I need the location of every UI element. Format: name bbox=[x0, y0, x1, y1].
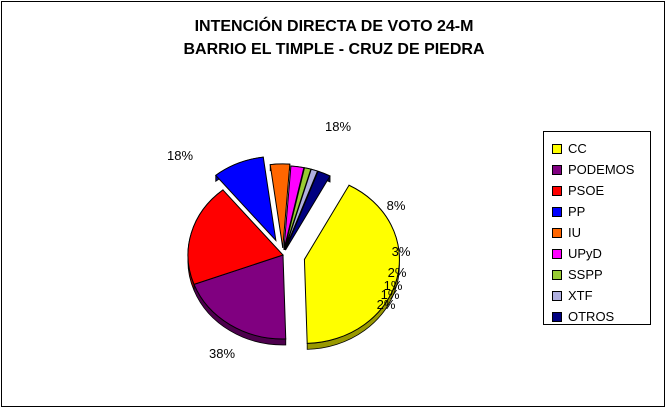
data-label-psoe: 18% bbox=[325, 119, 351, 134]
legend-item-psoe: PSOE bbox=[544, 180, 650, 201]
legend-swatch bbox=[552, 248, 562, 259]
data-label-upyd: 2% bbox=[388, 265, 407, 280]
chart-subtitle: BARRIO EL TIMPLE - CRUZ DE PIEDRA bbox=[183, 41, 485, 58]
legend-swatch bbox=[552, 290, 562, 301]
data-label-sspp: 1% bbox=[384, 278, 403, 293]
data-label-xtf: 1% bbox=[381, 287, 400, 302]
legend-item-sspp: SSPP bbox=[544, 264, 650, 285]
legend-item-xtf: XTF bbox=[544, 285, 650, 306]
legend-label: PSOE bbox=[568, 183, 605, 198]
legend-label: SSPP bbox=[568, 267, 603, 282]
legend-swatch bbox=[552, 185, 562, 196]
pie-slice-xtf bbox=[284, 168, 319, 251]
data-label-cc: 38% bbox=[209, 346, 235, 361]
legend-swatch bbox=[552, 227, 562, 238]
legend-item-podemos: PODEMOS bbox=[544, 159, 650, 180]
legend-swatch bbox=[552, 269, 562, 280]
legend-item-upyd: UPyD bbox=[544, 243, 650, 264]
legend-item-pp: PP bbox=[544, 201, 650, 222]
legend-swatch bbox=[552, 311, 562, 322]
pie-slice-cc bbox=[303, 184, 400, 350]
pie-slice-upyd bbox=[283, 165, 305, 250]
legend-label: OTROS bbox=[568, 309, 615, 324]
legend-swatch bbox=[552, 143, 562, 154]
chart-legend: CC PODEMOS PSOE PP IU UPyD SSPP XTF OTROS bbox=[543, 131, 651, 325]
legend-label: CC bbox=[568, 141, 587, 156]
pie-slice-psoe bbox=[187, 189, 284, 291]
data-label-podemos: 18% bbox=[167, 148, 193, 163]
pie-slice-pp bbox=[214, 156, 277, 242]
data-label-pp: 8% bbox=[387, 198, 406, 213]
legend-label: PP bbox=[568, 204, 586, 219]
legend-label: UPyD bbox=[568, 246, 602, 261]
legend-label: XTF bbox=[568, 288, 593, 303]
legend-label: PODEMOS bbox=[568, 162, 635, 177]
legend-swatch bbox=[552, 206, 562, 217]
legend-item-otros: OTROS bbox=[544, 306, 650, 327]
pie-slice-otros bbox=[284, 170, 331, 251]
legend-item-cc: CC bbox=[544, 138, 650, 159]
pie-slice-iu bbox=[269, 163, 291, 249]
data-label-iu: 3% bbox=[392, 244, 411, 259]
legend-item-iu: IU bbox=[544, 222, 650, 243]
legend-swatch bbox=[552, 164, 562, 175]
data-label-otros: 2% bbox=[377, 297, 396, 312]
chart-title: INTENCIÓN DIRECTA DE VOTO 24-M bbox=[194, 18, 474, 35]
legend-label: IU bbox=[568, 225, 581, 240]
